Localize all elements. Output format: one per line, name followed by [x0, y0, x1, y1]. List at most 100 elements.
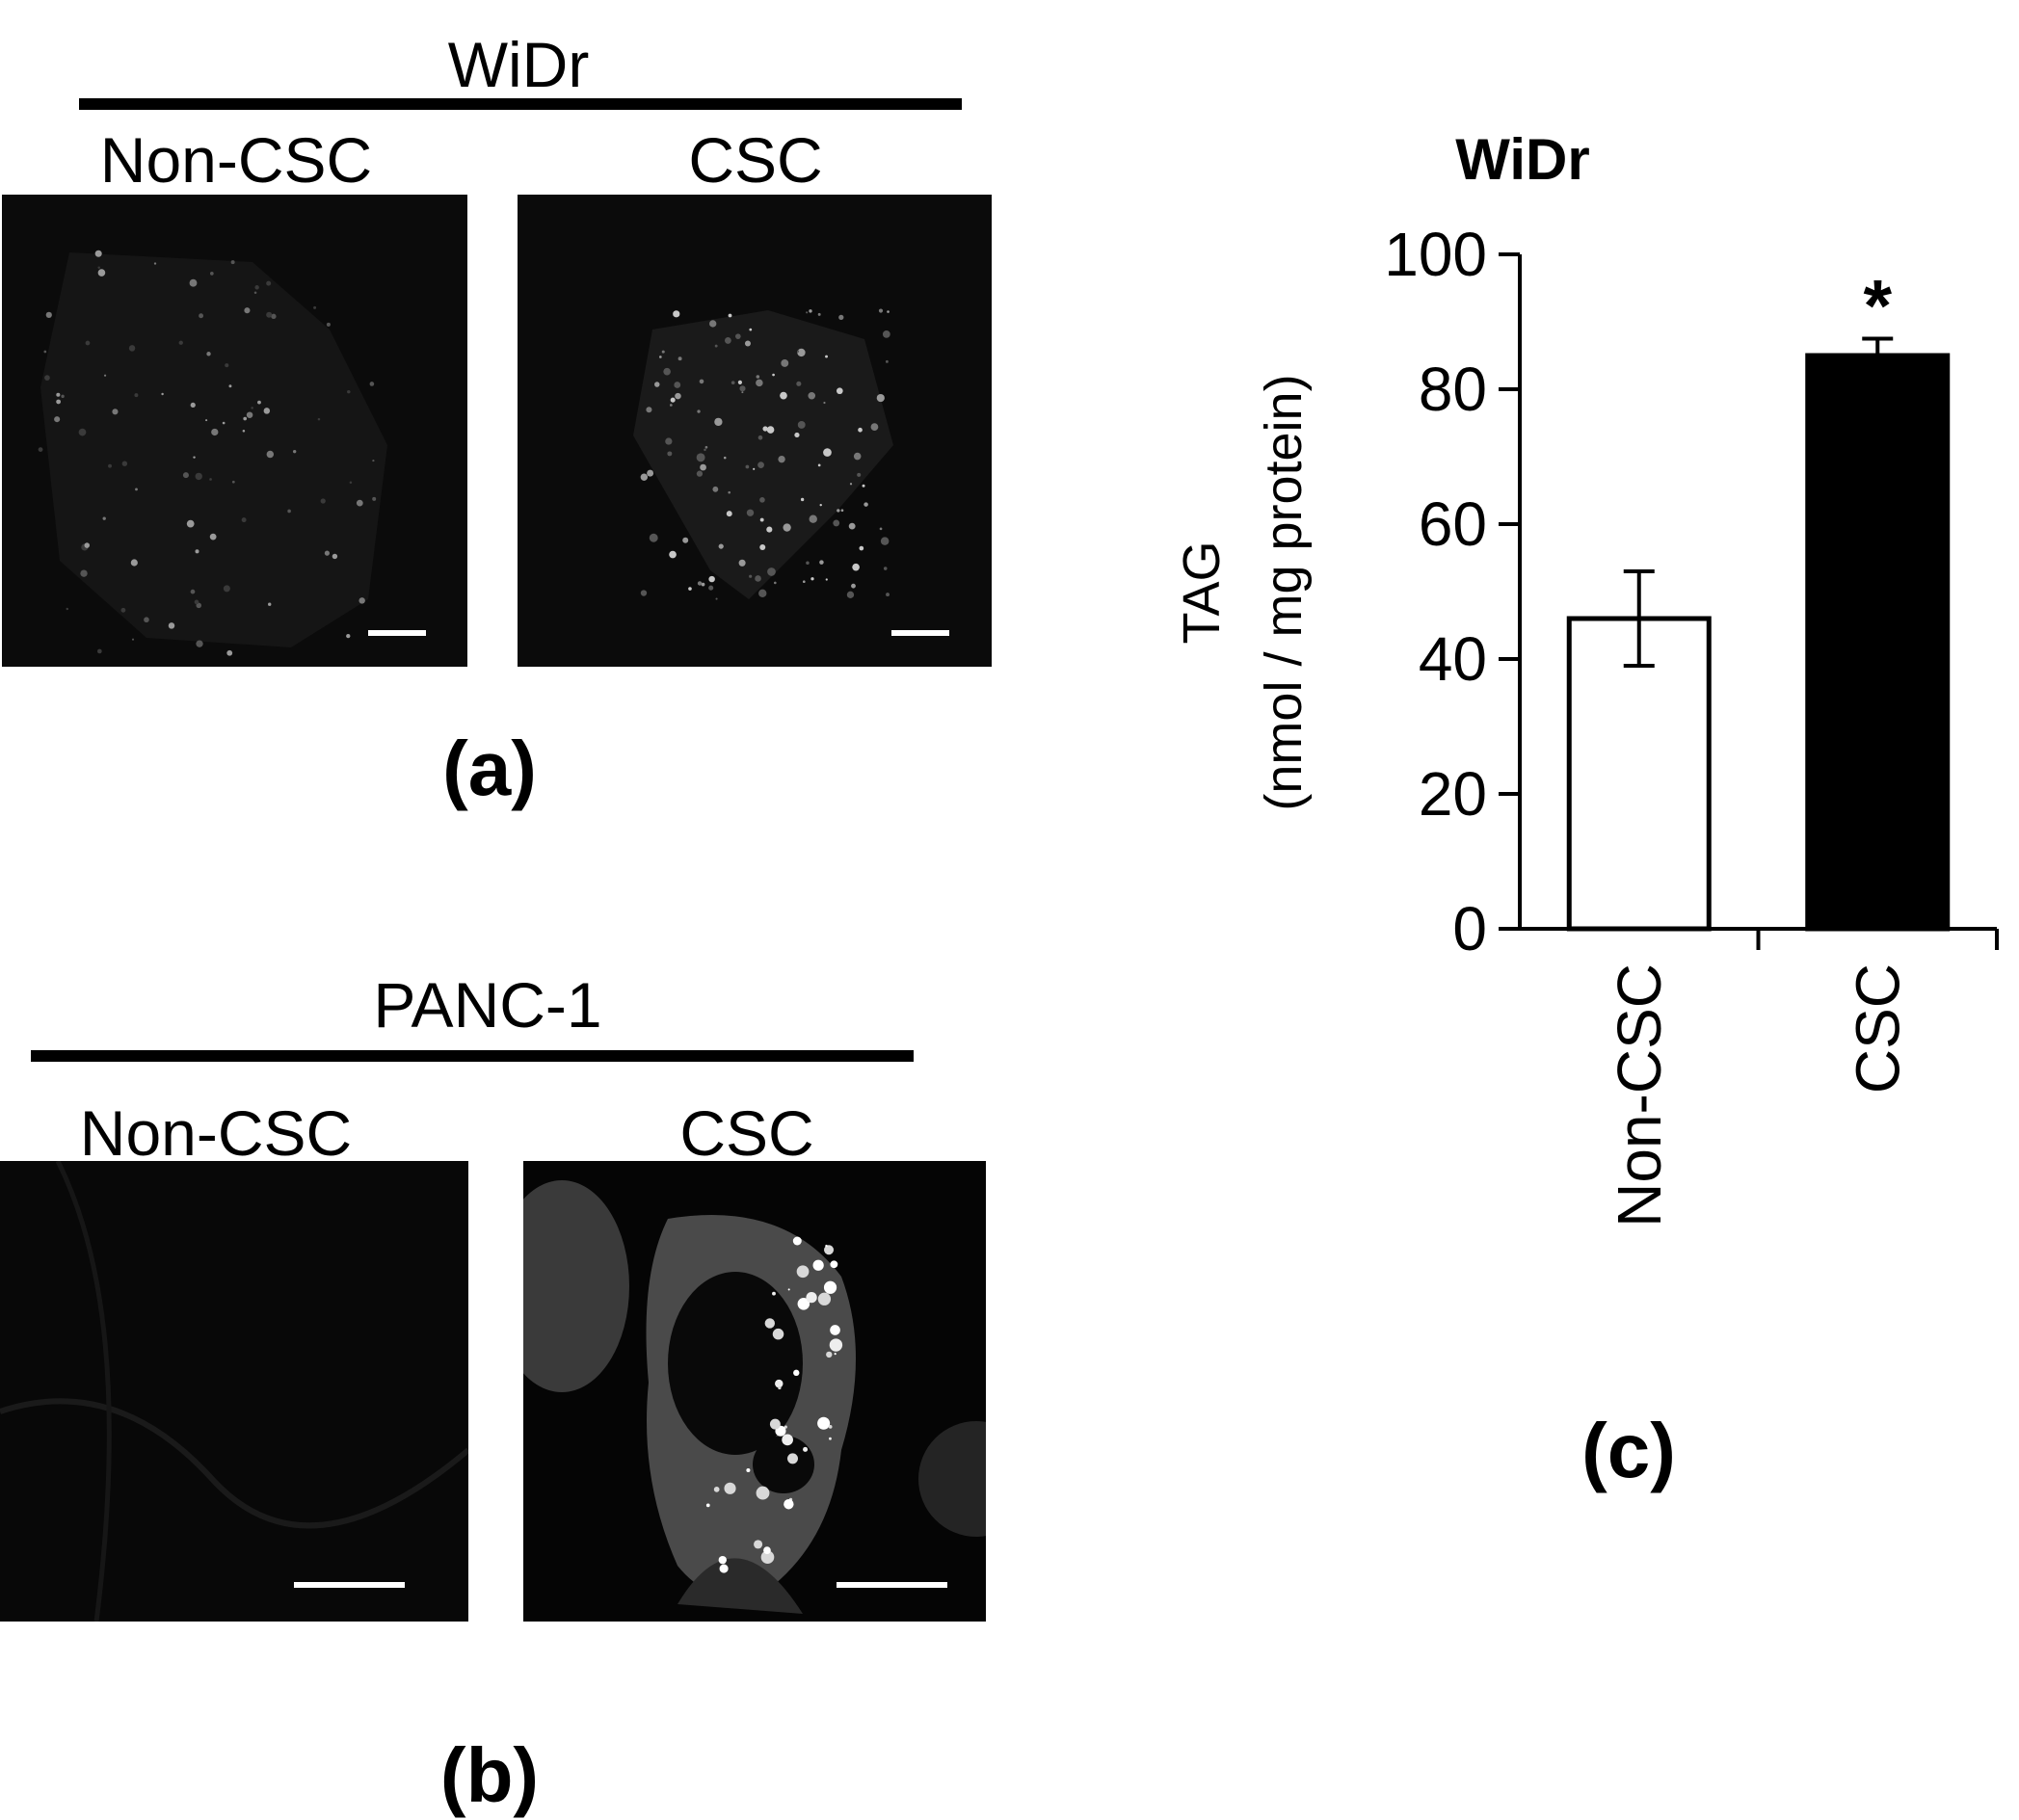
- speckle: [882, 330, 890, 338]
- panel-b-group-title: PANC-1: [373, 969, 602, 1041]
- speckle: [663, 367, 671, 376]
- speckle: [802, 580, 806, 584]
- speckle: [825, 1244, 828, 1248]
- speckle: [763, 1546, 771, 1554]
- speckle: [94, 250, 102, 257]
- speckle: [876, 393, 885, 403]
- speckle: [347, 389, 351, 394]
- speckle: [824, 1245, 835, 1255]
- speckle: [731, 381, 735, 385]
- speckle: [268, 602, 272, 606]
- speckle: [823, 401, 826, 405]
- speckle: [231, 480, 235, 484]
- speckle: [878, 308, 884, 313]
- speckle: [728, 313, 732, 318]
- speckle: [195, 472, 202, 481]
- speckle: [647, 469, 654, 477]
- speckle: [44, 375, 50, 381]
- panel-a-right-label: CSC: [688, 124, 823, 196]
- speckle: [254, 285, 259, 290]
- speckle: [669, 404, 673, 407]
- scale-bar: [837, 1582, 947, 1588]
- y-tick-label: 100: [1384, 220, 1487, 289]
- speckle: [757, 435, 763, 440]
- scale-bar: [294, 1582, 405, 1588]
- speckle: [121, 461, 128, 466]
- speckle: [372, 459, 375, 462]
- speckle: [787, 1288, 790, 1291]
- speckle: [764, 1318, 775, 1329]
- speckle: [852, 563, 860, 571]
- speckle: [780, 391, 787, 400]
- speckle: [806, 561, 810, 565]
- speckle: [741, 391, 744, 394]
- speckle: [190, 402, 196, 409]
- speckle: [724, 337, 731, 344]
- speckle: [242, 430, 246, 433]
- speckle: [266, 311, 273, 318]
- speckle: [640, 473, 649, 481]
- speckle: [56, 399, 62, 405]
- panc1-csc-micrograph: [523, 1161, 986, 1622]
- speckle: [251, 407, 253, 409]
- speckle: [243, 416, 248, 421]
- speckle: [757, 462, 764, 469]
- speckle: [778, 455, 785, 463]
- speckle: [833, 519, 840, 527]
- panc1-non-csc-micrograph: [0, 1161, 468, 1622]
- speckle: [102, 516, 106, 520]
- speckle: [287, 509, 291, 514]
- panc1-csc-cells: [523, 1180, 986, 1614]
- speckle: [830, 1260, 838, 1269]
- speckle: [66, 607, 69, 611]
- speckle: [369, 382, 375, 386]
- speckle: [718, 1555, 727, 1565]
- speckle: [880, 537, 890, 545]
- speckle: [796, 1265, 810, 1279]
- panc1-non-csc-texture: [0, 1161, 468, 1622]
- speckle: [885, 359, 889, 363]
- speckle: [244, 307, 251, 314]
- speckle: [784, 1425, 787, 1429]
- y-tick-label: 0: [1452, 894, 1487, 963]
- speckle: [646, 407, 652, 413]
- speckle: [836, 387, 843, 395]
- speckle: [746, 509, 755, 516]
- speckle: [886, 593, 890, 597]
- speckle: [196, 640, 203, 647]
- speckle: [849, 483, 853, 486]
- speckle: [772, 373, 775, 377]
- speckle: [772, 1328, 784, 1340]
- panel-a-group-bracket: [79, 98, 962, 110]
- speckle: [697, 581, 703, 586]
- speckle: [194, 599, 199, 605]
- speckle: [754, 1540, 763, 1549]
- speckle: [762, 426, 768, 432]
- y-axis-unit-label: (nmol / mg protein): [1255, 374, 1313, 810]
- speckle: [756, 375, 760, 379]
- speckle: [186, 519, 195, 528]
- bar-non-csc: [1566, 616, 1712, 932]
- speckle: [292, 449, 297, 454]
- speckle: [134, 393, 139, 398]
- speckle: [682, 537, 689, 543]
- speckle: [759, 497, 765, 503]
- speckle: [724, 1482, 736, 1494]
- speckle: [246, 411, 253, 419]
- speckle: [84, 542, 91, 548]
- speckle: [670, 397, 676, 403]
- speckle: [168, 622, 175, 629]
- speckle: [737, 380, 743, 384]
- speckle: [749, 574, 753, 578]
- panel-b-label: (b): [439, 1732, 540, 1818]
- speckle: [324, 550, 330, 556]
- speckle: [153, 262, 157, 265]
- speckle: [793, 1369, 800, 1377]
- speckle: [810, 577, 814, 581]
- speckle: [829, 1338, 843, 1352]
- widr-csc-micrograph: [518, 195, 992, 667]
- speckle: [43, 350, 47, 354]
- speckle: [817, 463, 821, 467]
- speckle: [887, 310, 890, 313]
- speckle: [257, 400, 261, 405]
